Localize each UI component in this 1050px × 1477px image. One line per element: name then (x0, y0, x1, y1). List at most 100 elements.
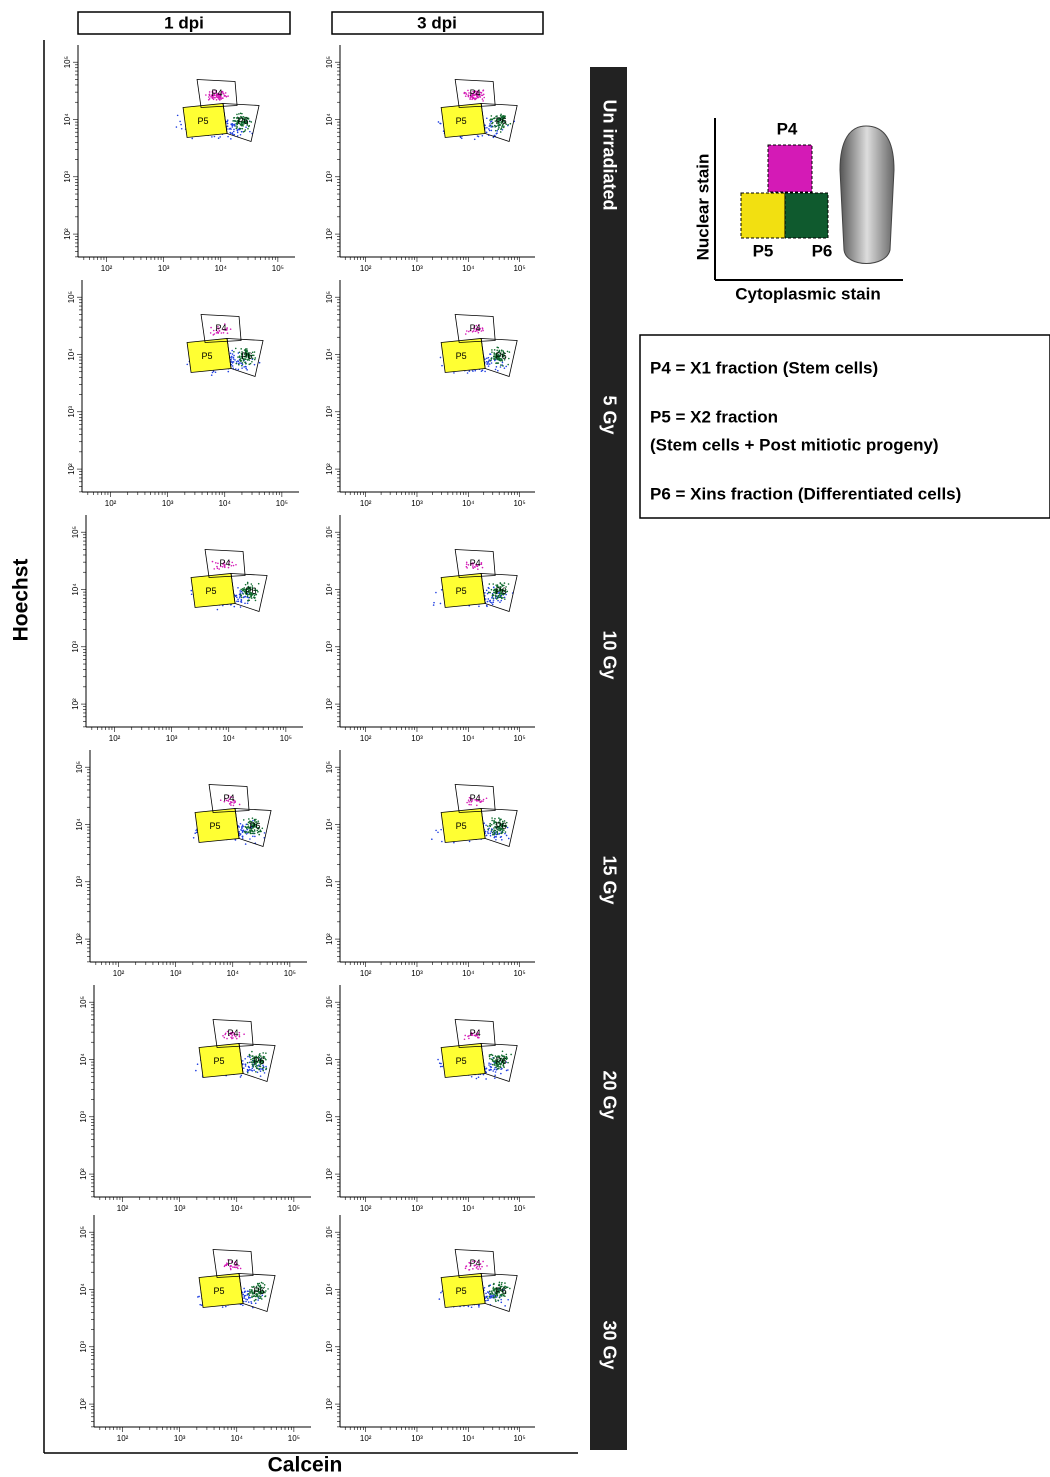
x-tick-label: 10² (105, 499, 117, 508)
event-dot (504, 833, 506, 835)
event-dot (498, 127, 500, 129)
event-dot (469, 1269, 471, 1271)
x-tick-label: 10³ (411, 1434, 423, 1443)
event-dot (500, 364, 502, 366)
event-dot (249, 131, 251, 133)
event-dot (501, 1283, 503, 1285)
event-dot (465, 95, 467, 97)
event-dot (440, 603, 442, 605)
flow-plot: 10²10²10³10³10⁴10⁴10⁵10⁵P4P5P6 (325, 280, 535, 508)
event-dot (247, 826, 249, 828)
event-dot (486, 361, 488, 363)
y-tick-label: 10³ (325, 876, 334, 888)
event-dot (491, 123, 493, 125)
event-dot (239, 1032, 241, 1034)
event-dot (469, 841, 471, 843)
event-dot (489, 1058, 491, 1060)
x-tick-label: 10³ (174, 1434, 186, 1443)
p4-box (768, 145, 812, 192)
x-tick-label: 10² (360, 969, 372, 978)
event-dot (250, 363, 252, 365)
event-dot (471, 1306, 473, 1308)
event-dot (180, 124, 182, 126)
event-dot (487, 601, 489, 603)
event-dot (249, 1054, 251, 1056)
event-dot (437, 1059, 439, 1061)
y-tick-label: 10⁵ (71, 526, 80, 538)
event-dot (468, 804, 470, 806)
event-dot (214, 136, 216, 138)
schematic-label: P5 (753, 241, 774, 260)
event-dot (262, 1070, 264, 1072)
x-tick-label: 10² (101, 264, 113, 273)
event-dot (439, 123, 441, 125)
event-dot (506, 591, 508, 593)
event-dot (233, 805, 235, 807)
event-dot (235, 363, 237, 365)
event-dot (193, 837, 195, 839)
event-dot (232, 353, 234, 355)
event-dot (491, 351, 493, 353)
event-dot (501, 1282, 503, 1284)
event-dot (231, 562, 233, 564)
event-dot (489, 825, 491, 827)
gate-label: P4 (216, 323, 227, 333)
event-dot (482, 135, 484, 137)
event-dot (481, 563, 483, 565)
event-dot (227, 119, 229, 121)
event-dot (227, 371, 229, 373)
event-dot (250, 121, 252, 123)
y-tick-label: 10⁵ (325, 761, 334, 773)
event-dot (233, 565, 235, 567)
event-dot (253, 355, 255, 357)
x-tick-label: 10⁴ (462, 969, 475, 978)
event-dot (230, 353, 232, 355)
event-dot (247, 831, 249, 833)
event-dot (254, 364, 256, 366)
event-dot (249, 1056, 251, 1058)
event-dot (489, 360, 491, 362)
event-dot (490, 1066, 492, 1068)
x-tick-label: 10² (360, 1434, 372, 1443)
y-tick-label: 10⁴ (325, 818, 334, 831)
event-dot (486, 590, 488, 592)
event-dot (230, 1269, 232, 1271)
event-dot (234, 359, 236, 361)
y-tick-label: 10³ (325, 406, 334, 418)
event-dot (490, 835, 492, 837)
event-dot (485, 1296, 487, 1298)
y-tick-label: 10³ (71, 641, 80, 653)
event-dot (191, 593, 193, 595)
event-dot (490, 1069, 492, 1071)
event-dot (487, 363, 489, 365)
event-dot (258, 583, 260, 585)
page: {"columns": ["1 dpi", "3 dpi"], "rows": … (0, 0, 1050, 1477)
x-tick-label: 10⁴ (223, 734, 236, 743)
event-dot (245, 348, 247, 350)
y-tick-label: 10⁴ (325, 348, 334, 361)
flow-plot: 10²10²10³10³10⁴10⁴10⁵10⁵P4P5P6 (79, 985, 311, 1213)
event-dot (492, 834, 494, 836)
event-dot (222, 1035, 224, 1037)
y-tick-label: 10⁵ (325, 56, 334, 68)
x-tick-label: 10⁵ (276, 499, 288, 508)
gate-label: P5 (214, 1056, 225, 1066)
event-dot (500, 596, 502, 598)
event-dot (239, 804, 241, 806)
event-dot (486, 606, 488, 608)
event-dot (246, 369, 248, 371)
event-dot (264, 1296, 266, 1298)
event-dot (500, 128, 502, 130)
y-tick-label: 10⁴ (325, 1053, 334, 1066)
y-tick-label: 10³ (325, 1341, 334, 1353)
event-dot (231, 126, 233, 128)
event-dot (240, 113, 242, 115)
event-dot (487, 825, 489, 827)
event-dot (233, 606, 235, 608)
event-dot (257, 591, 259, 593)
event-dot (235, 125, 237, 127)
event-dot (242, 362, 244, 364)
y-tick-label: 10³ (79, 1341, 88, 1353)
event-dot (245, 1301, 247, 1303)
x-tick-label: 10⁵ (272, 264, 284, 273)
